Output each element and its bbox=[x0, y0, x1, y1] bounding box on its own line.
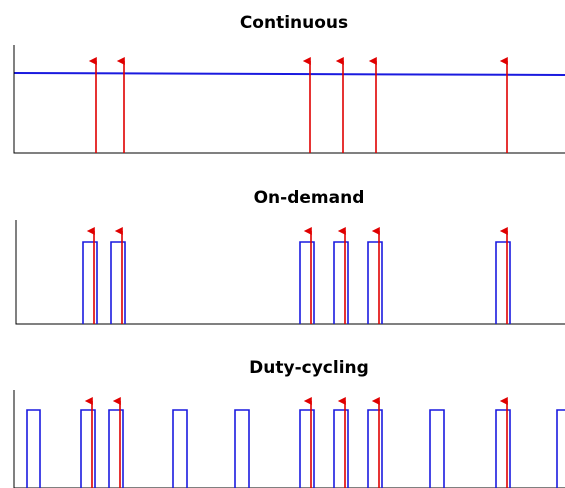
pulse bbox=[556, 409, 565, 488]
pulse bbox=[110, 241, 126, 324]
pulse bbox=[367, 241, 383, 324]
pulse bbox=[299, 241, 315, 324]
pulse bbox=[429, 409, 445, 488]
axes bbox=[13, 390, 565, 488]
axes bbox=[13, 45, 565, 154]
pulse bbox=[495, 241, 511, 324]
pulse bbox=[333, 241, 349, 324]
pulse bbox=[172, 409, 188, 488]
pulse bbox=[367, 409, 383, 488]
pulse bbox=[108, 409, 124, 488]
panel-title: Duty-cycling bbox=[249, 358, 369, 378]
continuous-signal bbox=[13, 72, 565, 76]
pulse bbox=[82, 241, 98, 324]
pulse bbox=[495, 409, 511, 488]
pulse bbox=[234, 409, 250, 488]
pulse bbox=[299, 409, 315, 488]
pulse bbox=[80, 409, 96, 488]
pulse bbox=[333, 409, 349, 488]
panel-title: Continuous bbox=[240, 13, 348, 33]
axes bbox=[15, 220, 565, 325]
pulse bbox=[26, 409, 41, 488]
panel-title: On-demand bbox=[254, 188, 365, 208]
